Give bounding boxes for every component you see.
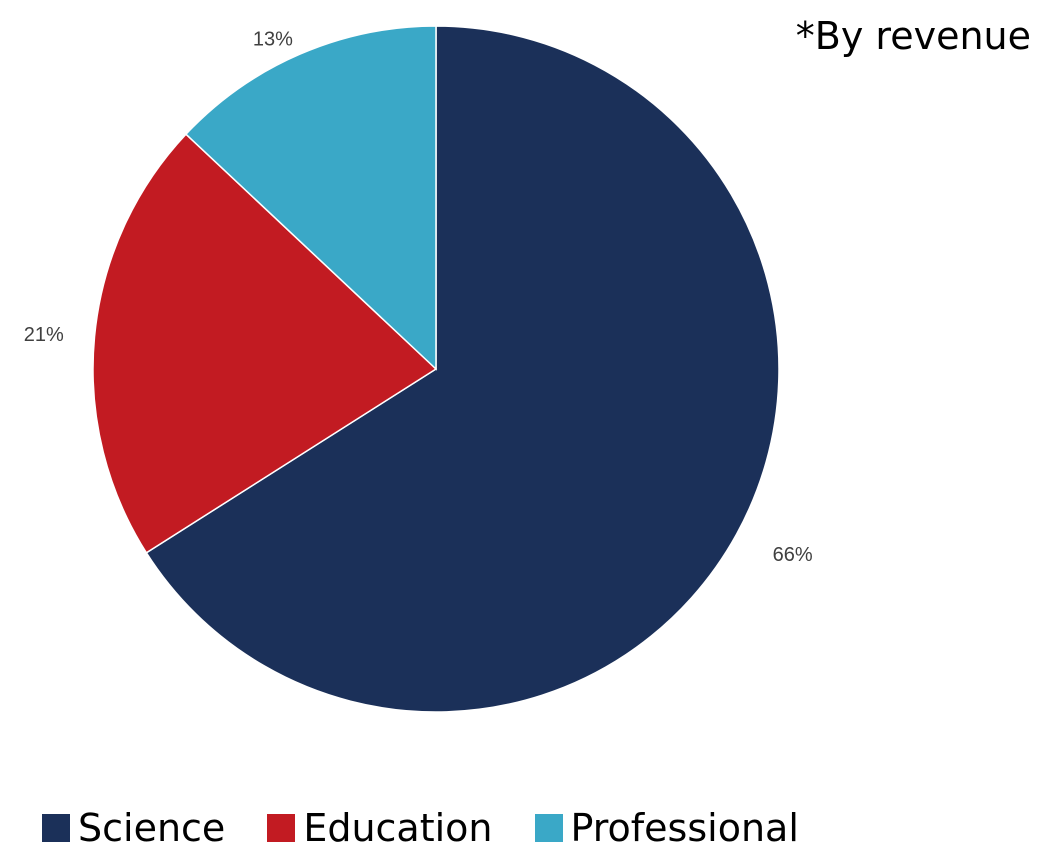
legend-item-professional: Professional [534, 806, 799, 850]
pie-slice-science [145, 25, 780, 713]
pie-slices [92, 25, 780, 713]
pie-label-professional: 13% [253, 28, 293, 50]
legend-swatch-science [42, 814, 70, 842]
legend-label-science: Science [78, 806, 226, 850]
legend-swatch-education [267, 814, 296, 842]
pie-label-education: 21% [24, 324, 64, 346]
legend-swatch-professional [534, 814, 563, 842]
pie-label-science: 66% [773, 544, 813, 566]
legend-label-professional: Professional [570, 806, 799, 850]
pie-labels: 66% 21% 13% [24, 28, 813, 566]
pie-slice-education [92, 133, 438, 554]
legend-item-science: Science [42, 809, 225, 847]
legend-label-education: Education [303, 806, 493, 850]
legend-item-education: Education [267, 806, 493, 850]
pie-slice-professional [184, 25, 437, 371]
chart-note: *By revenue [795, 14, 1031, 58]
legend: Science Education Professional [42, 800, 841, 856]
